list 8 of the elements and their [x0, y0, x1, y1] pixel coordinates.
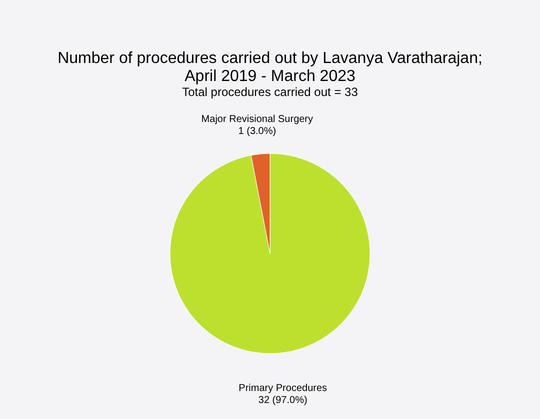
- data-label: 1 (3.0%): [238, 126, 276, 138]
- slice-label: Primary Procedures: [238, 382, 328, 394]
- pie-slice: [170, 153, 370, 354]
- slice-label: Major Revisional Surgery: [201, 114, 314, 126]
- chart-subtitle: Total procedures carried out = 33: [182, 85, 358, 99]
- text: Number of procedures carried out by Lavanya Varatharajan;: [58, 50, 482, 67]
- text: April 2019 - March 2023: [184, 68, 356, 85]
- data-label: 32 (97.0%): [258, 394, 308, 406]
